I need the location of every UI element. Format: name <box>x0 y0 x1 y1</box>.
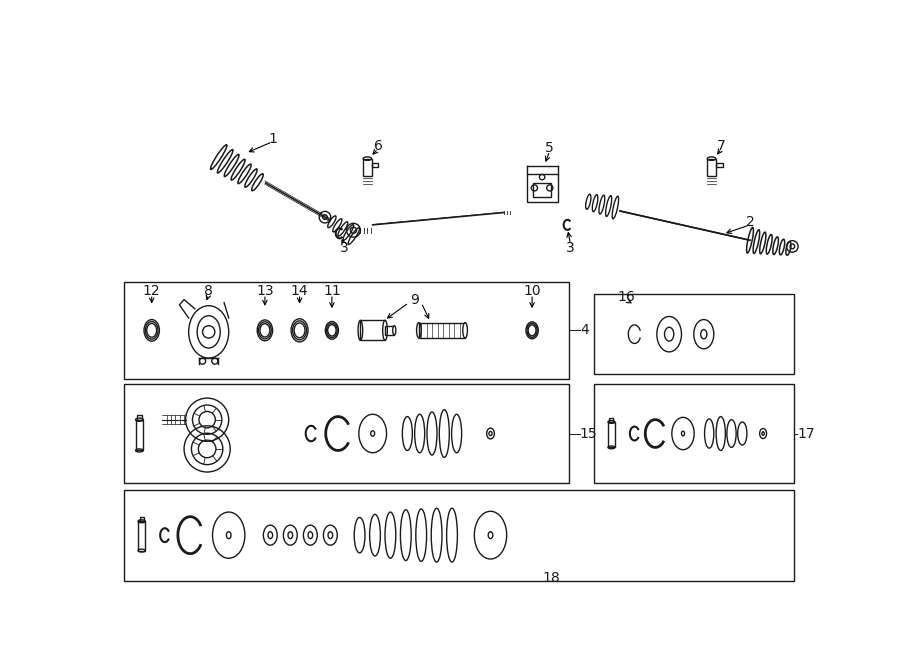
Text: 15: 15 <box>580 426 598 440</box>
Text: 4: 4 <box>580 323 589 337</box>
Bar <box>124 490 794 580</box>
Bar <box>372 163 379 167</box>
Text: 2: 2 <box>745 215 754 229</box>
Text: 17: 17 <box>797 426 814 440</box>
Text: 11: 11 <box>323 284 341 298</box>
Ellipse shape <box>463 323 467 338</box>
Bar <box>124 282 569 379</box>
Bar <box>138 522 146 551</box>
Text: 7: 7 <box>717 139 726 153</box>
Text: 6: 6 <box>374 139 382 153</box>
Text: 1: 1 <box>268 132 277 145</box>
Bar <box>594 294 794 374</box>
Bar <box>360 321 385 340</box>
Bar <box>533 183 552 197</box>
Bar <box>716 163 723 167</box>
Bar <box>363 159 372 176</box>
Bar <box>609 418 614 422</box>
Text: 3: 3 <box>340 241 348 255</box>
Bar <box>136 420 143 450</box>
Text: 10: 10 <box>523 284 541 298</box>
Text: 12: 12 <box>143 284 160 298</box>
Text: 8: 8 <box>204 284 213 298</box>
Bar <box>140 518 144 522</box>
Bar <box>526 174 557 202</box>
Text: 5: 5 <box>545 141 554 155</box>
Ellipse shape <box>392 326 396 335</box>
Text: 16: 16 <box>618 290 635 304</box>
Bar <box>385 326 394 335</box>
Bar <box>418 323 465 338</box>
Bar <box>707 159 716 176</box>
Ellipse shape <box>382 321 387 340</box>
Text: 18: 18 <box>542 570 560 584</box>
Text: 13: 13 <box>256 284 274 298</box>
Text: 3: 3 <box>566 241 575 255</box>
Bar <box>124 384 569 483</box>
Bar <box>137 415 141 420</box>
Bar <box>608 422 615 447</box>
Bar <box>594 384 794 483</box>
Text: 14: 14 <box>291 284 309 298</box>
Text: 9: 9 <box>410 293 419 307</box>
